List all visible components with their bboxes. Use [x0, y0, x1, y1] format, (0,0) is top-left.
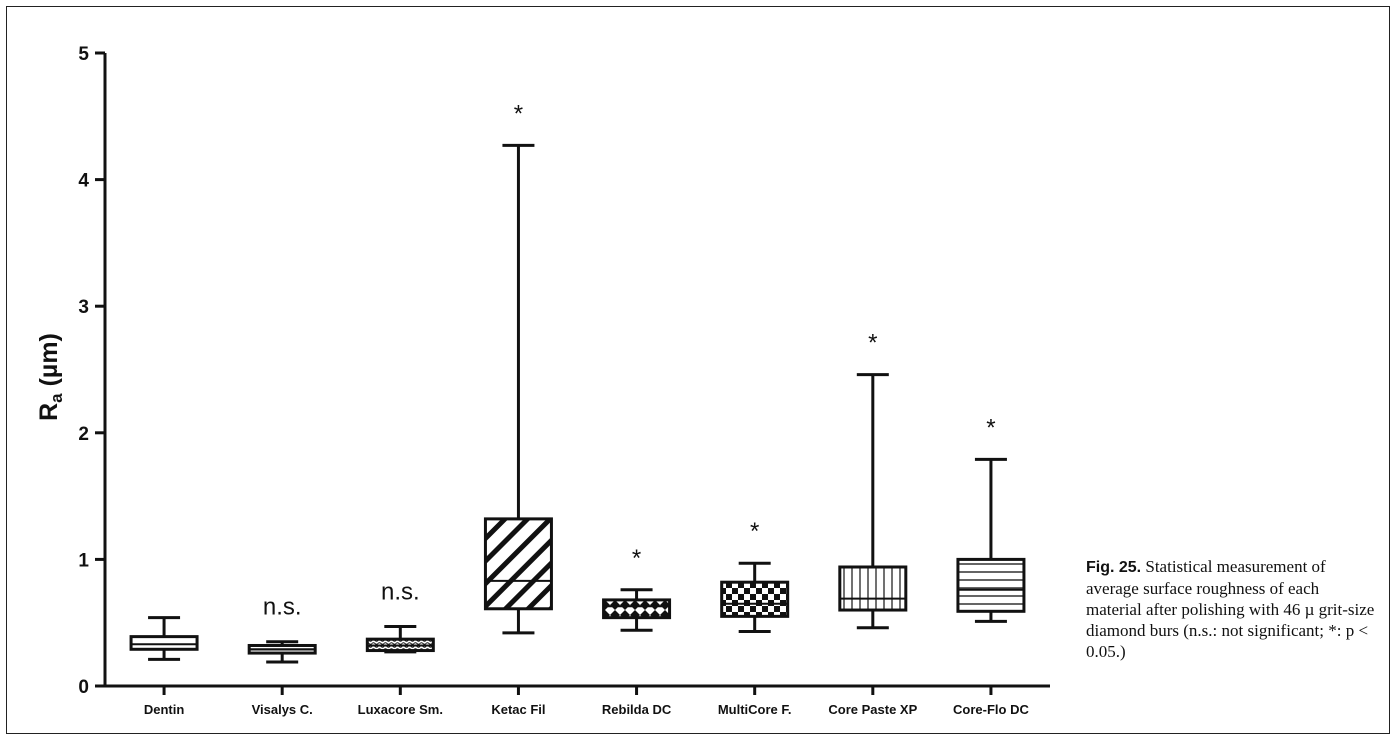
box-body: [956, 557, 1026, 613]
box-1: [129, 616, 199, 661]
x-tick-label: Dentin: [144, 702, 185, 717]
box-2: [247, 640, 317, 664]
y-tick-label: 3: [78, 297, 89, 318]
axes: [95, 51, 1050, 695]
significance-star: *: [986, 414, 995, 441]
significance-star: *: [750, 518, 759, 545]
significance-ns: n.s.: [263, 594, 302, 621]
boxes: [129, 143, 1026, 664]
labels: 0 1 2 3 4 5 Dentin Visalys C. Luxacore Sm. Ketac …: [78, 44, 1029, 717]
box-3: [365, 624, 435, 654]
box-6: [720, 561, 790, 634]
x-tick-label: MultiCore F.: [718, 702, 792, 717]
y-tick-label: 2: [78, 424, 89, 445]
box-body: [483, 517, 553, 611]
y-axis-label: Ra (µm): [35, 333, 66, 421]
box-4: [483, 143, 553, 635]
x-tick-label: Core-Flo DC: [953, 702, 1029, 717]
x-tick-label: Ketac Fil: [491, 702, 545, 717]
box-7: [838, 373, 908, 630]
caption-label: Fig. 25.: [1086, 559, 1142, 576]
box-8: [956, 457, 1026, 623]
x-tick-label: Core Paste XP: [828, 702, 917, 717]
box-body: [720, 580, 790, 618]
figure-caption: Fig. 25. Statistical measurement of aver…: [1086, 556, 1378, 662]
box-5: [602, 588, 672, 632]
significance-ns: n.s.: [381, 578, 420, 605]
significance-star: *: [868, 330, 877, 357]
box-body: [602, 598, 672, 620]
box-plot-chart: 0 1 2 3 4 5 Dentin Visalys C. Luxacore Sm. Ketac …: [35, 44, 1050, 717]
significance-star: *: [632, 545, 641, 572]
x-tick-label: Visalys C.: [252, 702, 313, 717]
y-tick-label: 1: [78, 550, 89, 571]
y-tick-label: 0: [78, 677, 89, 698]
y-tick-label: 4: [78, 171, 89, 192]
figure-frame: [6, 6, 1390, 734]
caption-text: Statistical measurement of average surfa…: [1086, 557, 1375, 661]
significance-star: *: [514, 100, 523, 127]
y-tick-label: 5: [78, 44, 89, 65]
x-tick-label: Luxacore Sm.: [358, 702, 443, 717]
x-tick-label: Rebilda DC: [602, 702, 672, 717]
box-body: [838, 565, 908, 612]
box-body: [129, 635, 199, 651]
